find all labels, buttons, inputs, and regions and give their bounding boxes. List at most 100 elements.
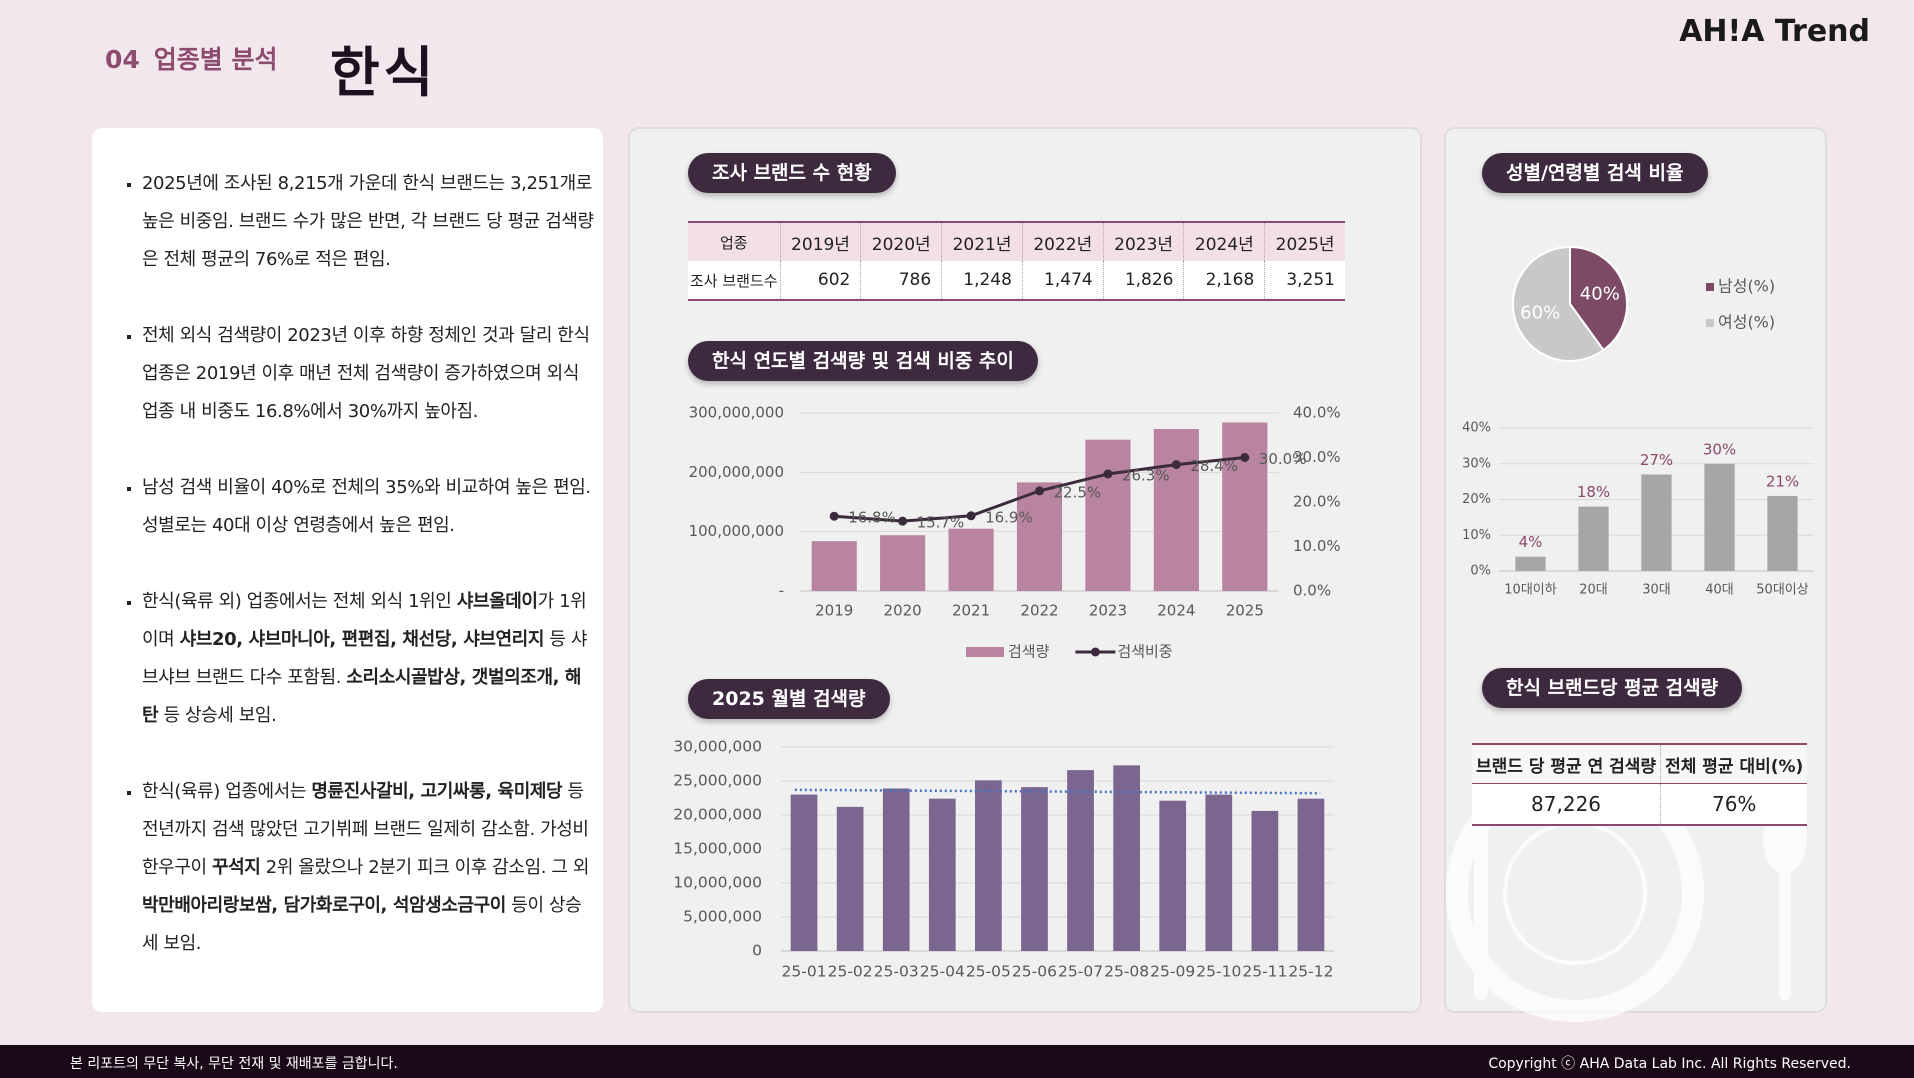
pie-slice: [1569, 245, 1628, 352]
data-label: 4%: [1519, 533, 1543, 551]
bullet-text: 2025년에 조사된 8,215개 가운데 한식 브랜드는 3,251개로 높은…: [142, 173, 594, 270]
bullet-bold-text: 샤브20, 샤브마니아, 편편집, 채선당, 샤브연리지: [179, 629, 545, 650]
bar: [1704, 463, 1735, 571]
bar: [1085, 439, 1131, 591]
table-header-cell: 2025년: [1264, 222, 1345, 261]
bar: [1767, 495, 1798, 571]
table-row: 조사 브랜드수 602 786 1,248 1,474 1,826 2,168 3,251: [688, 261, 1345, 300]
bar: [975, 780, 1002, 951]
legend-label: 검색량: [1008, 643, 1050, 661]
x-tick-label: 2021: [952, 602, 990, 620]
y-tick-label: 0%: [1470, 564, 1491, 579]
table-header-cell: 2021년: [941, 222, 1023, 261]
bar: [1578, 506, 1609, 571]
bar: [1016, 482, 1063, 591]
table-header-cell: 전체 평균 대비(%): [1660, 744, 1808, 784]
bar: [1113, 765, 1140, 951]
x-tick-label: 25-09: [1150, 963, 1195, 981]
data-label: 16.8%: [848, 509, 896, 527]
data-label: 40%: [1580, 283, 1620, 304]
bullet-item: 남성 검색 비율이 40%로 전체의 35%와 비교하여 높은 편임. 성별로는…: [142, 469, 597, 545]
table-cell: 786: [860, 261, 942, 300]
data-label: 28.4%: [1190, 457, 1238, 475]
x-tick-label: 20대: [1579, 583, 1608, 598]
footer: 본 리포트의 무단 복사, 무단 전재 및 재배포를 금합니다. Copyrig…: [0, 1045, 1914, 1078]
bar: [1153, 429, 1199, 591]
bar: [882, 788, 910, 951]
y-tick-label: 0: [752, 942, 762, 960]
bullet-text: 등 상승세 보임.: [158, 705, 277, 726]
line-marker: [898, 516, 908, 526]
x-tick-label: 40대: [1705, 583, 1734, 598]
y-tick-label: 200,000,000: [689, 463, 784, 481]
x-tick-label: 25-12: [1288, 963, 1333, 981]
x-tick-label: 2020: [884, 602, 922, 620]
bullet-text: 남성 검색 비율이 40%로 전체의 35%와 비교하여 높은 편임. 성별로는…: [142, 477, 591, 536]
x-tick-label: 25-05: [966, 963, 1011, 981]
x-tick-label: 10대이하: [1504, 583, 1556, 598]
data-label: 27%: [1640, 451, 1673, 469]
data-label: 22.5%: [1054, 483, 1102, 501]
bullet-text: 한식(육류) 업종에서는: [142, 781, 312, 802]
x-tick-label: 50대이상: [1756, 583, 1808, 598]
data-label: 26.3%: [1122, 466, 1170, 484]
bar: [1159, 800, 1187, 951]
section-pill: 조사 브랜드 수 현황: [688, 153, 896, 193]
x-tick-label: 25-02: [828, 963, 873, 981]
legend-swatch: [1706, 283, 1714, 291]
legend-swatch: [966, 647, 1004, 657]
x-tick-label: 2023: [1089, 602, 1127, 620]
y-tick-label: 5,000,000: [683, 908, 762, 926]
table-header-cell: 2023년: [1102, 222, 1184, 261]
x-tick-label: 2025: [1226, 602, 1264, 620]
section-pill: 성별/연령별 검색 비율: [1482, 153, 1708, 193]
y-tick-label: 30%: [1462, 456, 1491, 471]
x-tick-label: 25-04: [920, 963, 965, 981]
pie-slice: [1512, 245, 1605, 362]
bullet-bold-text: 소리소시골밥상, 갯벌의조개, 해탄: [142, 667, 582, 726]
section-label: 04 업종별 분석: [105, 40, 278, 76]
y-tick-label: 0.0%: [1293, 582, 1331, 600]
bar: [1021, 787, 1048, 951]
bar: [1641, 474, 1672, 571]
table-header-cell: 2022년: [1021, 222, 1104, 261]
x-tick-label: 25-11: [1242, 963, 1287, 981]
table-header-cell: 2020년: [860, 222, 942, 261]
table-cell: 87,226: [1472, 783, 1661, 825]
y-tick-label: 20%: [1462, 492, 1491, 507]
line-marker: [1240, 453, 1250, 462]
bullet-item: 전체 외식 검색량이 2023년 이후 하향 정체인 것과 달리 한식 업종은 …: [142, 317, 597, 431]
y-tick-label: 10.0%: [1293, 537, 1341, 555]
bar: [948, 528, 994, 591]
x-tick-label: 2019: [815, 602, 853, 620]
y-tick-label: 10%: [1462, 528, 1491, 543]
section-number: 04: [105, 45, 140, 74]
y-tick-label: 40.0%: [1293, 404, 1341, 422]
bar: [1515, 556, 1546, 571]
bullet-item: 한식(육류) 업종에서는 명륜진사갈비, 고기싸롱, 육미제당 등 전년까지 검…: [142, 773, 597, 963]
table-cell: 1,474: [1021, 261, 1104, 300]
bar: [1251, 810, 1279, 951]
x-tick-label: 25-03: [874, 963, 919, 981]
table-header-cell: 2024년: [1183, 222, 1265, 261]
bar: [1222, 422, 1268, 591]
x-tick-label: 2024: [1157, 602, 1195, 620]
x-tick-label: 25-10: [1196, 963, 1241, 981]
table-row: 87,226 76%: [1472, 783, 1808, 825]
line-marker: [966, 511, 976, 521]
bullet-text: 등 전년까지 검색 많았던 고기뷔페 브랜드 일제히 감소함. 가성비 한우구이: [142, 781, 589, 878]
footer-copyright: Copyright ⓒ AHA Data Lab Inc. All Rights…: [1488, 1056, 1851, 1072]
x-tick-label: 25-06: [1012, 963, 1057, 981]
bullet-text: 전체 외식 검색량이 2023년 이후 하향 정체인 것과 달리 한식 업종은 …: [142, 325, 590, 422]
section-title: 업종별 분석: [153, 45, 278, 74]
bullet-text: 한식(육류 외) 업종에서는 전체 외식 1위인: [142, 591, 457, 612]
y-tick-label: 10,000,000: [673, 874, 762, 892]
bar: [811, 541, 857, 591]
table-header-row: 업종 2019년 2020년 2021년 2022년 2023년 2024년 2025년: [688, 222, 1345, 261]
bullet-item: 2025년에 조사된 8,215개 가운데 한식 브랜드는 3,251개로 높은…: [142, 165, 597, 279]
line-marker: [1171, 460, 1181, 470]
table-cell: 2,168: [1183, 261, 1265, 300]
data-label: 30%: [1703, 440, 1736, 458]
x-tick-label: 25-07: [1058, 963, 1103, 981]
section-pill: 한식 연도별 검색량 및 검색 비중 추이: [688, 341, 1038, 381]
